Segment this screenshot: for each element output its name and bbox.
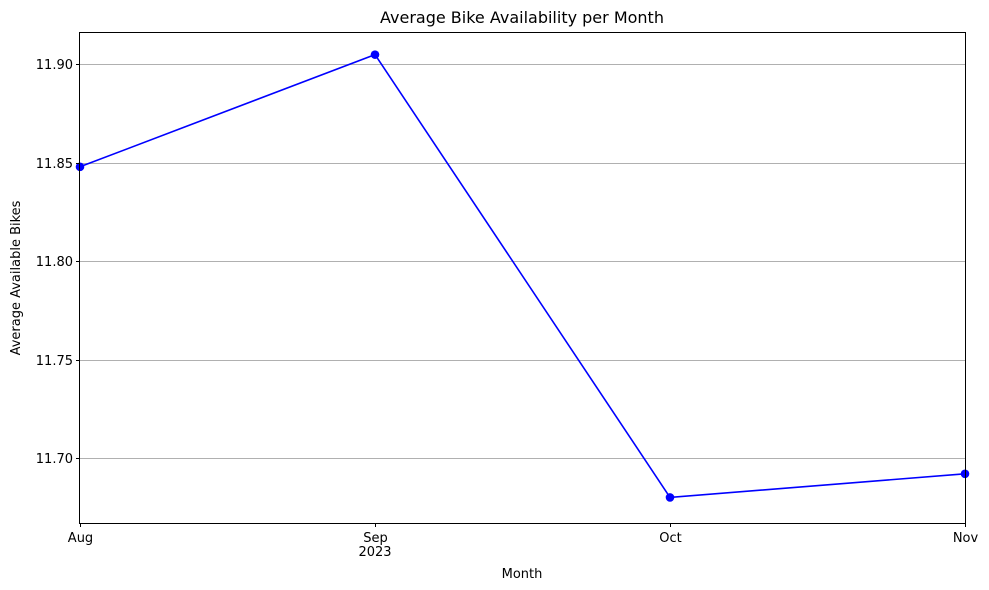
y-axis-label: Average Available Bikes bbox=[9, 200, 24, 355]
y-tick-label: 11.80 bbox=[36, 255, 73, 270]
y-tick-label: 11.90 bbox=[36, 58, 73, 73]
x-tick-label: Sep bbox=[363, 531, 388, 546]
gridlines bbox=[80, 64, 965, 459]
series-layer bbox=[75, 50, 970, 502]
y-tick-label: 11.85 bbox=[36, 157, 73, 172]
x-tick-label: Oct bbox=[659, 531, 681, 546]
x-tick-label: Nov bbox=[953, 531, 979, 546]
x-axis: Aug Sep Oct Nov 2023 bbox=[68, 523, 979, 560]
x-year-label: 2023 bbox=[358, 545, 391, 560]
data-point bbox=[370, 50, 380, 59]
series-line bbox=[79, 53, 966, 499]
y-axis: 11.70 11.75 11.80 11.85 11.90 bbox=[36, 58, 80, 467]
chart-title: Average Bike Availability per Month bbox=[380, 8, 664, 27]
plot-frame bbox=[79, 32, 966, 524]
data-point bbox=[665, 493, 675, 502]
x-axis-label: Month bbox=[502, 567, 543, 582]
y-tick-label: 11.75 bbox=[36, 354, 73, 369]
x-tick-label: Aug bbox=[68, 531, 93, 546]
y-tick-label: 11.70 bbox=[36, 452, 73, 467]
